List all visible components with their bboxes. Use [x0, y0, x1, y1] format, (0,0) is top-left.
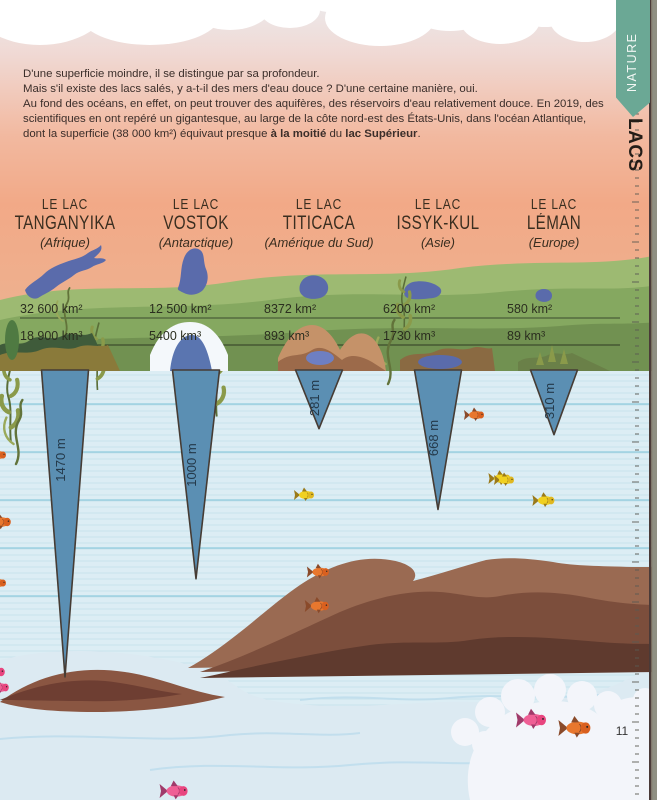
svg-text:1000 m: 1000 m: [184, 443, 199, 486]
svg-text:1470 m: 1470 m: [53, 438, 68, 481]
svg-text:668 m: 668 m: [426, 420, 441, 456]
svg-text:281 m: 281 m: [307, 380, 322, 416]
svg-text:310 m: 310 m: [542, 383, 557, 419]
svg-text:11: 11: [616, 724, 629, 738]
